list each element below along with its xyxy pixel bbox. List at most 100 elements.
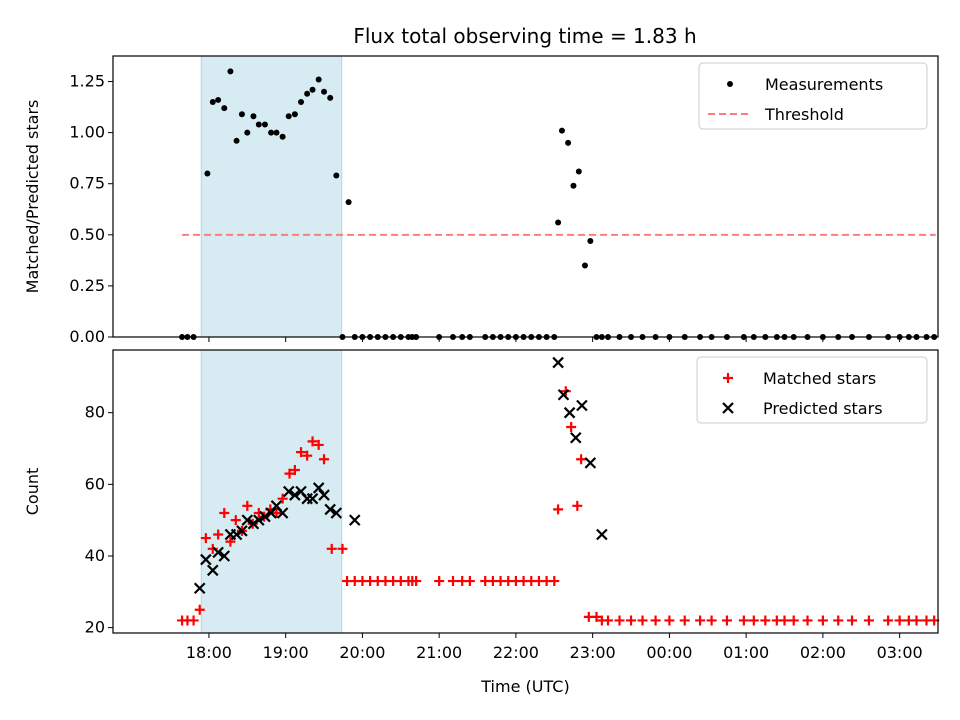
matched-point <box>434 576 445 587</box>
predicted-point <box>276 507 289 519</box>
axes-frame <box>112 349 939 634</box>
matched-point <box>738 615 749 626</box>
matched-point <box>779 615 790 626</box>
predicted-point <box>330 507 343 519</box>
predicted-point <box>206 564 219 577</box>
legend-marker-predicted <box>722 402 734 414</box>
matched-point <box>549 576 560 587</box>
measurement-point <box>565 139 572 146</box>
legend-box <box>698 62 928 130</box>
predicted-point <box>324 503 336 516</box>
top-panel: 0.00 0.25 0.50 0.75 1.00 1.25 Matched/Predicte… <box>23 55 939 346</box>
x-tick-label: 00:00 <box>646 643 692 662</box>
predicted-point <box>212 546 224 559</box>
matched-point <box>788 615 799 626</box>
matched-point <box>284 468 295 479</box>
matched-point <box>576 454 587 465</box>
predicted-point <box>200 553 212 566</box>
legend: Measurements Threshold <box>698 62 928 130</box>
predicted-point <box>253 514 265 526</box>
measurement-point <box>227 68 234 75</box>
chart-title: Flux total observing time = 1.83 h <box>353 24 696 48</box>
y-tick-label: 0.25 <box>69 276 105 295</box>
predicted-point <box>318 489 330 501</box>
matched-point <box>242 500 253 511</box>
predicted-point <box>282 485 295 498</box>
matched-point <box>271 507 282 518</box>
x-tick-label: 22:00 <box>493 643 539 662</box>
measurement-point <box>273 129 280 136</box>
measurement-point <box>250 113 257 120</box>
predicted-point <box>241 514 254 526</box>
legend-marker-matched <box>723 373 733 383</box>
predicted-point <box>247 517 260 530</box>
matched-point <box>626 615 637 626</box>
measurement-point <box>204 170 211 177</box>
y-tick-label: 80 <box>85 403 105 422</box>
matched-point <box>664 615 675 626</box>
matched-point <box>219 507 230 518</box>
matched-point <box>566 422 577 433</box>
matched-point <box>213 529 224 540</box>
matched-point <box>307 436 318 447</box>
matched-point <box>883 615 894 626</box>
measurement-point <box>298 98 305 105</box>
y-tick-label: 20 <box>85 618 105 637</box>
matched-point <box>817 615 828 626</box>
y-tick-label: 0.00 <box>69 327 105 346</box>
measurement-point <box>209 98 216 105</box>
measurement-point <box>575 168 582 175</box>
y-axis-label: Count <box>23 468 42 516</box>
predicted-point <box>584 457 597 469</box>
measurement-point <box>555 219 562 226</box>
matched-point <box>277 493 288 504</box>
legend-label: Measurements <box>765 75 883 94</box>
predicted-point <box>289 489 301 501</box>
matched-point <box>572 500 583 511</box>
matched-point <box>313 439 324 450</box>
predicted-point <box>557 389 570 401</box>
matched-point <box>603 615 613 626</box>
matched-point <box>911 615 922 626</box>
matched-point <box>847 615 858 626</box>
matched-point <box>863 615 874 626</box>
legend-marker-measurements <box>727 81 733 87</box>
legend: Matched stars Predicted stars <box>696 356 928 424</box>
x-tick-label: 19:00 <box>263 643 309 662</box>
matched-point <box>296 447 307 458</box>
y-tick-label: 0.75 <box>69 174 105 193</box>
matched-point <box>591 611 602 622</box>
bottom-panel: 20 40 60 80 18:00 19:00 20:00 21:00 22:00 23:00 00… <box>23 349 940 696</box>
matched-point <box>225 536 236 547</box>
matched-point <box>760 615 771 626</box>
legend-label: Predicted stars <box>763 399 883 418</box>
predicted-point <box>193 582 206 594</box>
measurement-point <box>304 90 311 97</box>
matched-point <box>200 533 211 544</box>
matched-point <box>833 615 844 626</box>
measurement-point <box>238 111 245 118</box>
matched-point <box>614 615 625 626</box>
y-axis-label: Matched/Predicted stars <box>23 100 42 294</box>
measurement-point <box>261 121 268 128</box>
matched-point <box>188 615 199 626</box>
predicted-point <box>230 528 243 541</box>
predicted-point <box>348 514 361 526</box>
matched-point <box>894 615 905 626</box>
predicted-point <box>306 492 319 505</box>
measurement-point <box>215 96 222 103</box>
measurement-point <box>581 262 588 269</box>
highlight-span <box>200 349 343 634</box>
legend-label: Threshold <box>764 105 844 124</box>
matched-point <box>326 543 337 554</box>
matched-point <box>721 615 732 626</box>
predicted-point <box>312 482 325 494</box>
legend-label: Matched stars <box>763 369 876 388</box>
matched-point <box>679 615 690 626</box>
measurement-point <box>291 111 298 118</box>
measurement-point <box>587 237 594 244</box>
measurement-point <box>333 172 340 179</box>
matched-point <box>802 615 813 626</box>
measurement-point <box>233 137 240 144</box>
